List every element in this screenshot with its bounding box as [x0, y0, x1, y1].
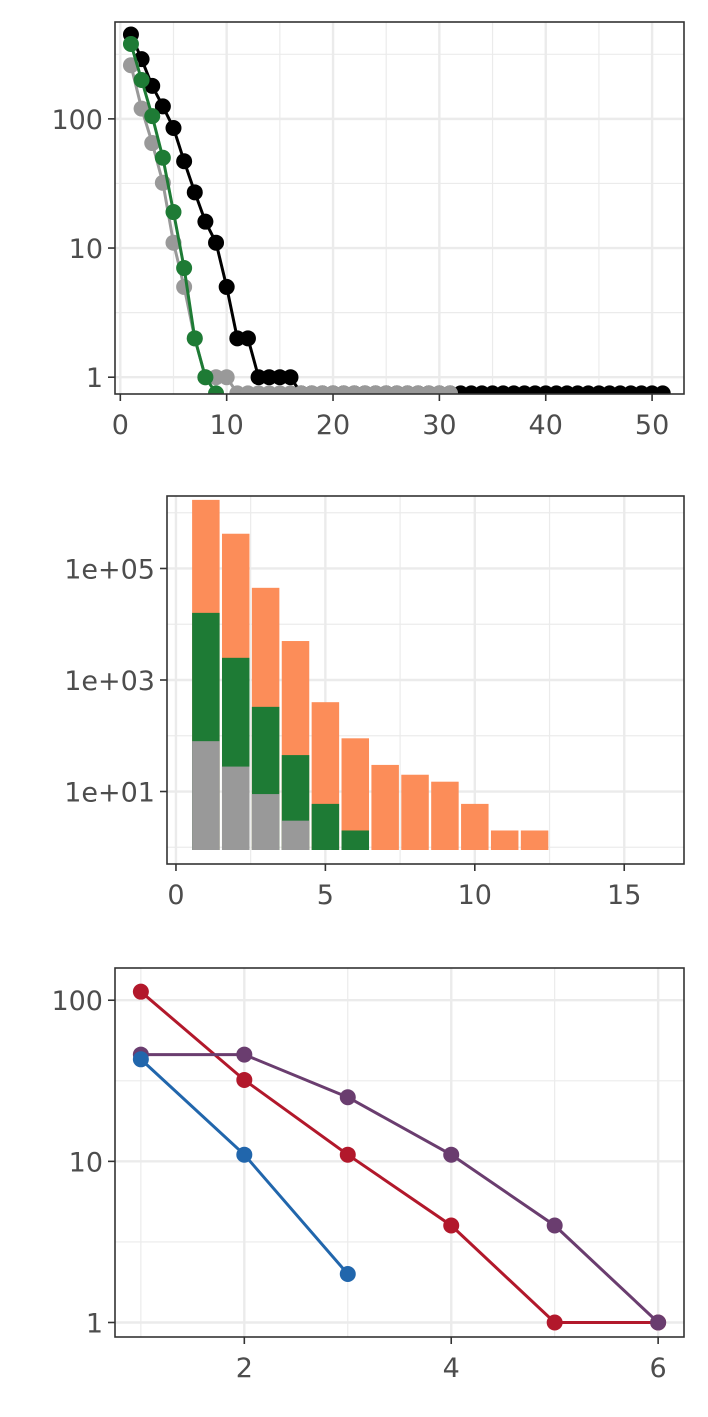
x-tick-label: 10 — [458, 880, 492, 911]
data-point — [282, 369, 299, 386]
y-tick-label: 1 — [86, 363, 103, 394]
y-tick-label: 100 — [51, 105, 103, 136]
bar — [461, 803, 489, 850]
data-point — [218, 278, 235, 295]
series-line — [139, 990, 659, 1324]
data-point — [144, 108, 161, 125]
bar — [251, 794, 280, 850]
data-point — [132, 1051, 149, 1068]
series-line — [140, 1053, 660, 1324]
grid-lines — [115, 968, 684, 1337]
plot-area — [122, 26, 671, 394]
data-point — [650, 1314, 667, 1331]
y-tick-label: 1e+05 — [64, 554, 155, 585]
data-point — [443, 1217, 460, 1234]
data-point — [546, 1314, 563, 1331]
x-tick-label: 6 — [650, 1353, 667, 1384]
data-point — [236, 1046, 253, 1063]
data-point — [208, 385, 225, 394]
data-point — [176, 278, 193, 295]
data-point — [442, 385, 459, 394]
chart-panel-top: 0 10 20 30 40 50 1 10 100 — [51, 21, 685, 441]
data-point — [176, 260, 193, 277]
chart-panel-bottom: 2 4 6 1 10 100 — [51, 967, 685, 1384]
x-tick-label: 15 — [607, 880, 641, 911]
data-point — [239, 330, 256, 347]
bar — [431, 781, 459, 850]
line-series-0 — [122, 26, 671, 394]
data-point — [443, 1146, 460, 1163]
data-point — [218, 369, 235, 386]
x-tick-label: 0 — [167, 880, 184, 911]
data-point — [339, 1146, 356, 1163]
y-tick-label: 1e+03 — [64, 666, 155, 697]
data-point — [144, 135, 161, 152]
x-tick-label: 4 — [443, 1353, 460, 1384]
x-tick-label: 40 — [529, 410, 563, 441]
grid-lines — [115, 22, 684, 394]
data-point — [208, 234, 225, 251]
x-tick-label: 5 — [317, 880, 334, 911]
line-series-1 — [122, 57, 459, 394]
y-tick-label: 1 — [86, 1308, 103, 1339]
line-series-0 — [132, 983, 667, 1331]
panel-border — [114, 967, 685, 1338]
data-point — [339, 1265, 356, 1282]
data-point — [236, 1146, 253, 1163]
data-point — [339, 1089, 356, 1106]
data-point — [176, 153, 193, 170]
data-point — [165, 119, 182, 136]
plot-area — [192, 499, 549, 850]
bar — [520, 830, 549, 850]
bar — [221, 766, 250, 850]
y-tick-label: 1e+01 — [64, 778, 155, 809]
bar — [192, 741, 220, 850]
data-point — [133, 71, 150, 88]
bar — [490, 830, 519, 850]
data-point — [122, 35, 139, 52]
plot-area — [132, 983, 667, 1331]
x-tick-label: 2 — [236, 1353, 253, 1384]
y-tick-label: 10 — [69, 234, 103, 265]
data-point — [236, 1071, 253, 1088]
data-point — [186, 330, 203, 347]
data-point — [197, 213, 214, 230]
bar — [341, 830, 370, 850]
x-tick-label: 0 — [112, 410, 129, 441]
data-point — [546, 1217, 563, 1234]
chart-panel-middle: 0 5 10 15 1e+01 1e+03 1e+05 — [64, 495, 685, 911]
data-point — [154, 98, 171, 115]
bar — [281, 820, 310, 850]
y-tick-label: 100 — [51, 986, 103, 1017]
bar-series-2 — [192, 741, 310, 850]
data-point — [165, 204, 182, 221]
x-tick-label: 30 — [422, 410, 456, 441]
data-point — [132, 983, 149, 1000]
data-point — [186, 184, 203, 201]
y-tick-label: 10 — [69, 1147, 103, 1178]
x-tick-label: 10 — [209, 410, 243, 441]
line-series-2 — [122, 35, 225, 394]
bar — [371, 764, 399, 850]
panel-border — [114, 21, 685, 395]
data-point — [154, 149, 171, 166]
bar — [311, 803, 340, 850]
x-tick-label: 20 — [316, 410, 350, 441]
data-point — [197, 369, 214, 386]
series-line — [129, 64, 451, 394]
x-tick-label: 50 — [635, 410, 669, 441]
line-series-2 — [132, 1051, 356, 1282]
bar — [401, 774, 429, 850]
data-point — [654, 385, 671, 394]
series-line — [129, 33, 663, 394]
